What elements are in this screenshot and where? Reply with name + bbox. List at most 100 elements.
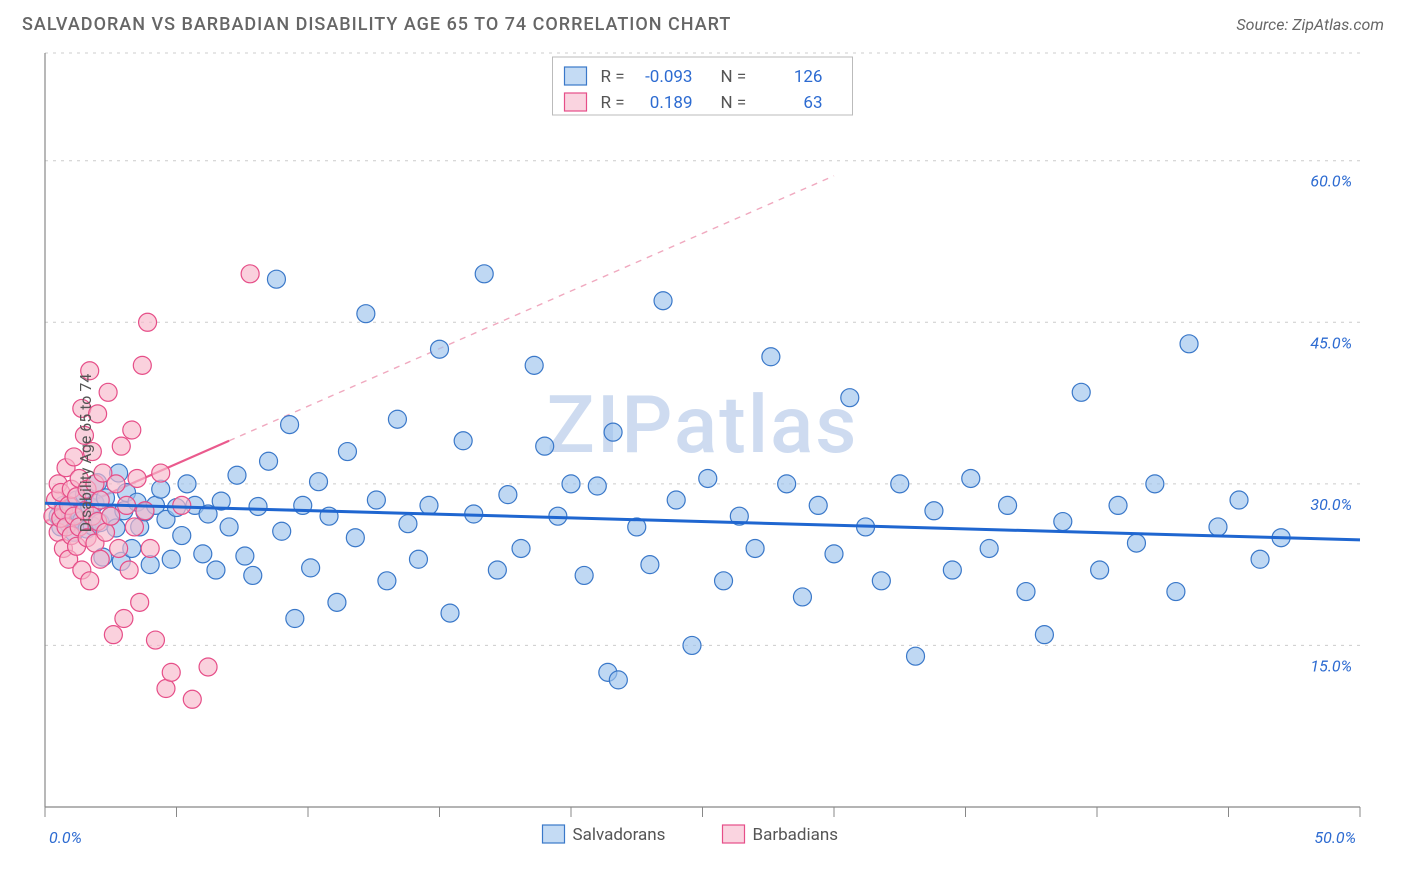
data-point [488, 561, 506, 579]
chart-title: SALVADORAN VS BARBADIAN DISABILITY AGE 6… [22, 14, 731, 35]
data-point [107, 475, 125, 493]
data-point [388, 410, 406, 428]
data-point [809, 496, 827, 514]
data-point [96, 523, 114, 541]
data-point [241, 265, 259, 283]
data-point [778, 475, 796, 493]
data-point [825, 545, 843, 563]
data-point [267, 270, 285, 288]
data-point [244, 566, 262, 584]
data-point [152, 480, 170, 498]
data-point [125, 518, 143, 536]
data-point [925, 502, 943, 520]
data-point [157, 680, 175, 698]
legend-r-value: -0.093 [645, 67, 692, 87]
x-max-label: 50.0% [1314, 828, 1356, 847]
data-point [604, 423, 622, 441]
data-point [1146, 475, 1164, 493]
data-point [609, 671, 627, 689]
data-point [236, 547, 254, 565]
data-point [762, 348, 780, 366]
legend-r-value: 0.189 [650, 93, 693, 113]
data-point [1209, 518, 1227, 536]
data-point [260, 452, 278, 470]
data-point [1167, 583, 1185, 601]
data-point [1230, 491, 1248, 509]
data-point [338, 443, 356, 461]
data-point [183, 690, 201, 708]
data-point [641, 556, 659, 574]
y-tick-label: 45.0% [1310, 333, 1352, 352]
data-point [1091, 561, 1109, 579]
x-origin-label: 0.0% [49, 828, 82, 847]
legend-n-value: 63 [803, 93, 822, 113]
bottom-legend-label: Barbadians [753, 825, 839, 845]
data-point [654, 292, 672, 310]
data-point [431, 340, 449, 358]
data-point [286, 610, 304, 628]
data-point [575, 566, 593, 584]
data-point [81, 572, 99, 590]
data-point [525, 356, 543, 374]
data-point [454, 432, 472, 450]
data-point [139, 313, 157, 331]
watermark: ZIPatlas [547, 378, 859, 472]
data-point [162, 663, 180, 681]
data-point [683, 636, 701, 654]
data-point [194, 545, 212, 563]
data-point [1035, 626, 1053, 644]
data-point [346, 529, 364, 547]
data-point [357, 305, 375, 323]
data-point [228, 466, 246, 484]
data-point [328, 593, 346, 611]
data-point [178, 475, 196, 493]
data-point [104, 626, 122, 644]
legend-swatch [565, 93, 587, 111]
data-point [378, 572, 396, 590]
data-point [146, 631, 164, 649]
data-point [115, 610, 133, 628]
data-point [793, 588, 811, 606]
data-point [980, 539, 998, 557]
data-point [715, 572, 733, 590]
data-point [1072, 383, 1090, 401]
data-point [699, 469, 717, 487]
legend-r-label: R = [601, 93, 625, 113]
bottom-legend-label: Salvadorans [573, 825, 666, 845]
chart-header: SALVADORAN VS BARBADIAN DISABILITY AGE 6… [0, 0, 1406, 43]
data-point [999, 496, 1017, 514]
data-point [1180, 335, 1198, 353]
data-point [207, 561, 225, 579]
data-point [249, 497, 267, 515]
data-point [302, 559, 320, 577]
data-point [512, 539, 530, 557]
data-point [173, 527, 191, 545]
data-point [273, 522, 291, 540]
y-axis-label: Disability Age 65 to 74 [76, 374, 95, 533]
data-point [399, 515, 417, 533]
data-point [99, 383, 117, 401]
chart-area: Disability Age 65 to 74 15.0%30.0%45.0%6… [0, 43, 1406, 863]
data-point [891, 475, 909, 493]
data-point [199, 658, 217, 676]
data-point [91, 550, 109, 568]
bottom-legend-swatch [723, 825, 745, 843]
y-tick-label: 60.0% [1310, 172, 1352, 191]
data-point [1127, 534, 1145, 552]
legend-n-label: N = [721, 93, 747, 113]
trend-line-salvadorans [45, 503, 1360, 540]
data-point [441, 604, 459, 622]
data-point [1054, 513, 1072, 531]
data-point [1017, 583, 1035, 601]
data-point [133, 356, 151, 374]
data-point [1251, 550, 1269, 568]
data-point [588, 477, 606, 495]
data-point [420, 496, 438, 514]
data-point [112, 437, 130, 455]
data-point [475, 265, 493, 283]
data-point [141, 539, 159, 557]
data-point [746, 539, 764, 557]
y-tick-label: 15.0% [1310, 656, 1352, 675]
data-point [1109, 496, 1127, 514]
data-point [110, 539, 128, 557]
